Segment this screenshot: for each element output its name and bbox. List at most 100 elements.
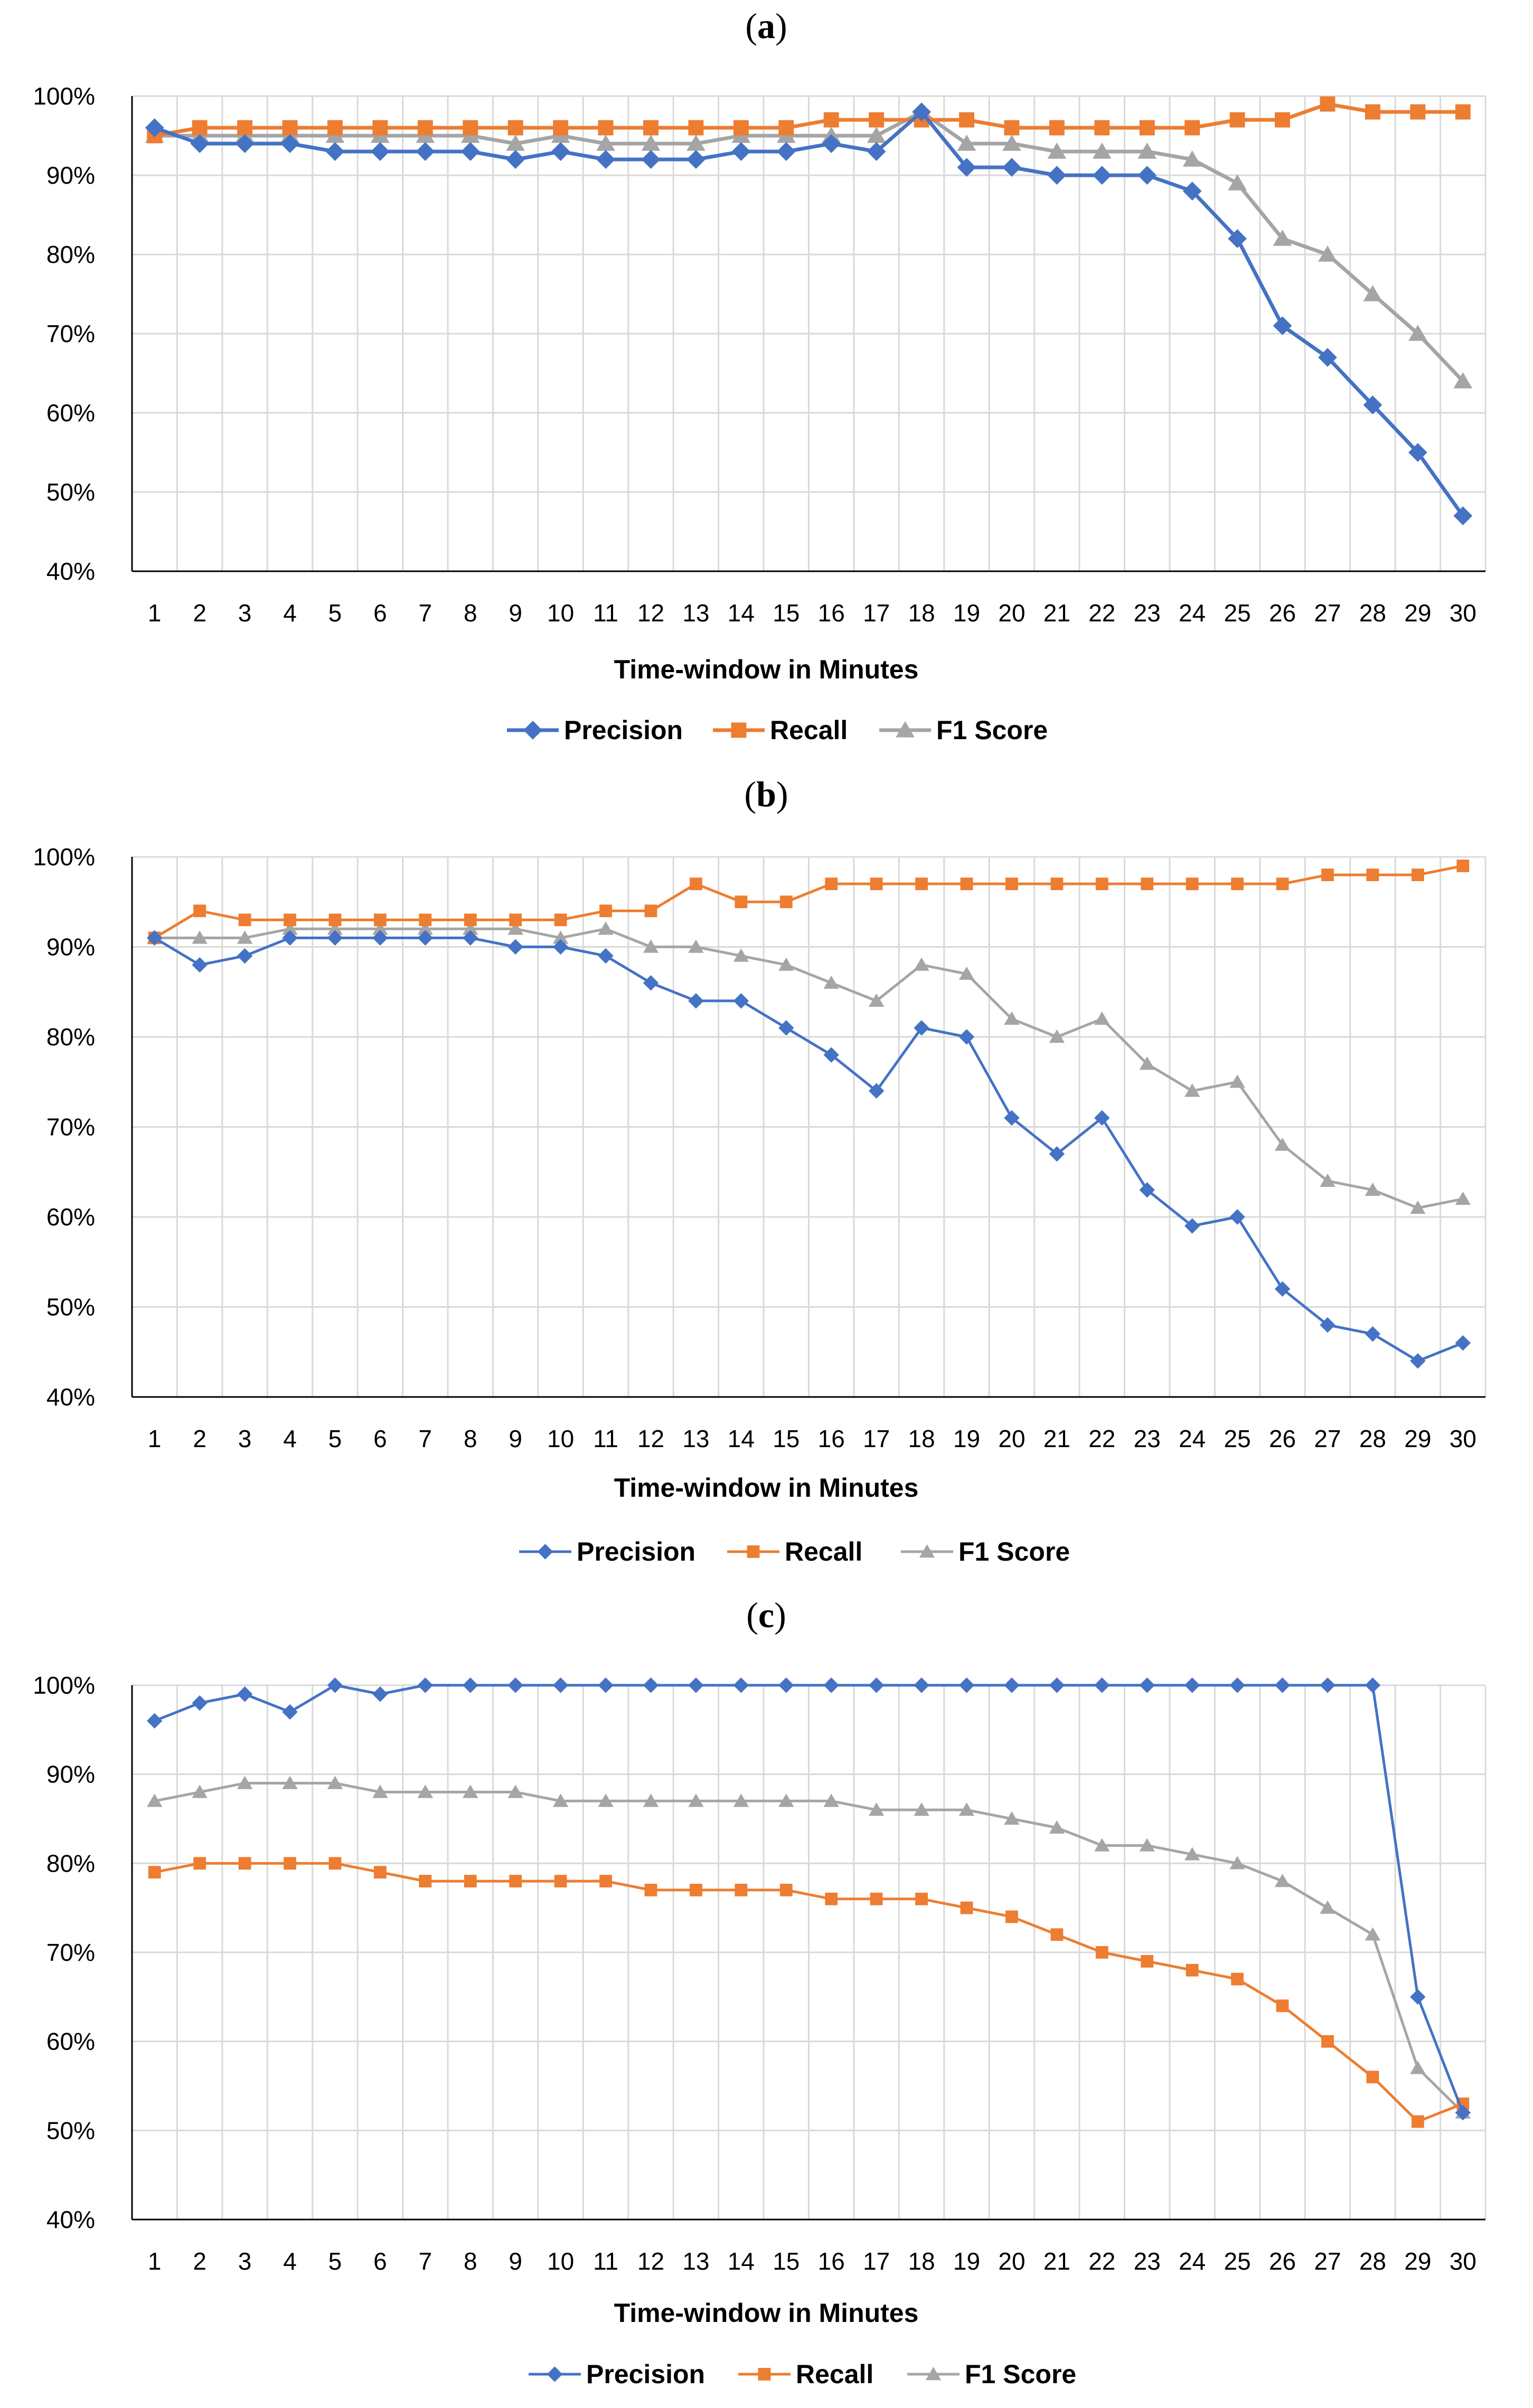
data-point-f1-score	[1273, 230, 1292, 246]
data-point-precision	[1320, 1317, 1336, 1333]
data-point-recall	[960, 877, 973, 891]
data-point-precision	[237, 948, 253, 964]
data-point-recall	[599, 1875, 612, 1887]
data-point-recall	[1276, 877, 1289, 891]
data-point-f1-score	[463, 921, 478, 935]
data-point-precision	[1139, 1182, 1155, 1198]
data-point-precision	[1363, 395, 1382, 414]
x-tick-label: 2	[193, 1425, 206, 1452]
data-point-precision	[868, 1677, 885, 1693]
data-point-f1-score	[1408, 325, 1427, 341]
data-point-recall	[237, 120, 253, 136]
data-point-f1-score	[372, 921, 388, 935]
data-point-precision	[371, 142, 390, 161]
legend-item-f1-score: F1 Score	[879, 715, 1048, 745]
data-point-precision	[867, 142, 886, 161]
data-point-recall	[1321, 868, 1334, 881]
data-point-precision	[551, 142, 570, 161]
x-tick-label: 10	[547, 599, 574, 627]
x-tick-label: 29	[1404, 2248, 1431, 2275]
data-point-recall	[553, 120, 569, 136]
data-point-precision	[417, 1677, 434, 1693]
data-point-recall	[644, 1884, 657, 1896]
data-point-precision	[460, 142, 480, 161]
data-point-f1-score	[596, 135, 615, 151]
data-point-recall	[192, 120, 208, 136]
data-point-recall	[1366, 868, 1379, 881]
data-point-precision	[1137, 166, 1157, 185]
data-point-f1-score	[1002, 135, 1021, 151]
data-point-f1-score	[1410, 1200, 1426, 1214]
legend-item-f1-score: F1 Score	[901, 1537, 1070, 1566]
data-point-recall	[735, 895, 748, 909]
y-tick-label: 70%	[46, 1113, 95, 1141]
x-tick-label: 21	[1043, 2248, 1070, 2275]
x-tick-label: 24	[1179, 2248, 1206, 2275]
data-point-recall	[870, 877, 883, 891]
data-point-recall	[1321, 2035, 1334, 2048]
legend-item-precision: Precision	[519, 1537, 695, 1566]
y-tick-label: 60%	[46, 2028, 95, 2055]
legend-item-recall: Recall	[713, 715, 848, 745]
data-point-f1-score	[1318, 245, 1337, 262]
data-point-f1-score	[507, 921, 523, 935]
data-point-f1-score	[372, 1784, 388, 1798]
data-point-f1-score	[1455, 1191, 1471, 1205]
x-tick-label: 19	[953, 599, 980, 627]
data-point-f1-score	[1365, 1927, 1381, 1941]
data-point-precision	[778, 1677, 794, 1693]
data-point-precision	[1410, 1353, 1426, 1369]
x-tick-label: 20	[998, 1425, 1025, 1452]
data-point-precision	[1320, 1677, 1336, 1693]
x-tick-label: 24	[1179, 599, 1206, 627]
x-tick-label: 18	[908, 1425, 935, 1452]
data-point-precision	[1229, 1209, 1245, 1225]
legend-label: Precision	[564, 715, 683, 745]
x-tick-label: 4	[283, 2248, 297, 2275]
x-tick-label: 12	[637, 1425, 664, 1452]
data-point-precision	[778, 1020, 794, 1036]
data-point-precision	[1049, 1146, 1065, 1162]
data-point-f1-score	[507, 1784, 523, 1798]
data-point-f1-score	[282, 1776, 298, 1789]
x-tick-label: 12	[637, 599, 664, 627]
x-tick-label: 19	[953, 1425, 980, 1452]
data-point-recall	[1456, 860, 1470, 872]
data-point-f1-score	[417, 921, 434, 935]
data-point-precision	[416, 142, 435, 161]
data-point-f1-score	[958, 1802, 975, 1816]
data-point-recall	[328, 1857, 342, 1870]
data-point-precision	[552, 939, 569, 955]
data-point-f1-score	[192, 930, 208, 944]
x-tick-label: 28	[1359, 2248, 1386, 2275]
data-point-f1-score	[1004, 1011, 1020, 1025]
y-tick-label: 40%	[46, 558, 95, 585]
data-point-f1-score	[958, 966, 975, 980]
data-point-precision	[1365, 1326, 1381, 1342]
legend-label: Recall	[796, 2359, 873, 2389]
data-point-f1-score	[237, 1776, 253, 1789]
x-tick-label: 11	[593, 2248, 618, 2275]
data-point-recall	[1411, 2115, 1424, 2128]
data-point-recall	[372, 120, 388, 136]
data-point-f1-score	[643, 1793, 659, 1807]
legend-label: Recall	[770, 715, 848, 745]
x-tick-label: 29	[1404, 599, 1431, 627]
data-point-f1-score	[688, 1793, 704, 1807]
x-tick-label: 21	[1043, 1425, 1070, 1452]
data-point-f1-score	[1229, 1856, 1245, 1869]
data-point-recall	[1186, 877, 1199, 891]
data-point-precision	[1182, 182, 1202, 201]
x-tick-label: 20	[998, 599, 1025, 627]
data-point-precision	[958, 1029, 975, 1045]
x-tick-label: 14	[728, 2248, 755, 2275]
data-point-precision	[1408, 443, 1427, 462]
x-tick-label: 7	[419, 599, 432, 627]
data-point-recall	[1186, 1963, 1199, 1977]
x-tick-label: 6	[373, 1425, 387, 1452]
data-point-precision	[688, 993, 704, 1009]
data-point-f1-score	[868, 993, 885, 1007]
x-tick-label: 22	[1088, 2248, 1115, 2275]
data-point-precision	[598, 1677, 614, 1693]
